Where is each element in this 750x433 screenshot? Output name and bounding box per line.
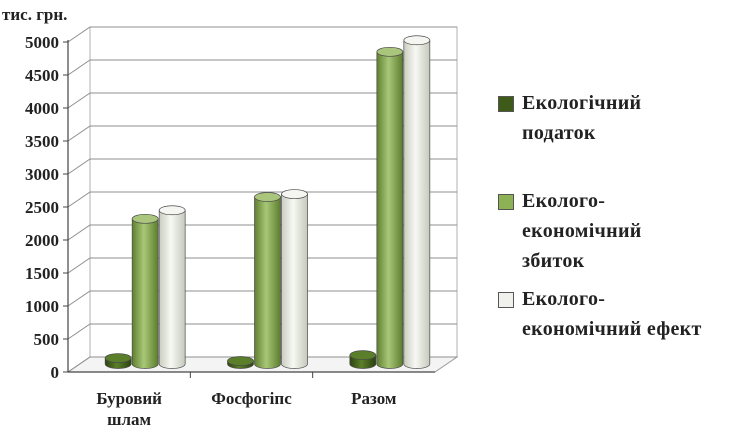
y-tick-label: 2500 <box>25 198 59 217</box>
bar-top <box>349 350 377 360</box>
y-tick-label: 5000 <box>25 33 59 52</box>
legend-swatch-eco-economic-effect <box>498 292 514 308</box>
y-tick-label: 0 <box>51 363 60 382</box>
gridline <box>67 224 457 241</box>
bar-body <box>376 51 404 369</box>
bar-body <box>158 209 186 369</box>
bar-1-1 <box>254 192 281 369</box>
gridline <box>67 92 457 109</box>
y-tick-label: 3000 <box>25 165 59 184</box>
bar-body <box>131 218 159 369</box>
y-tick-label: 1000 <box>25 297 59 316</box>
x-category-label: Фосфогіпс <box>211 389 292 408</box>
legend: Екологічний податок Еколого- економічний… <box>498 88 748 344</box>
gridline <box>67 59 457 76</box>
bar-1-2 <box>376 46 404 369</box>
bar-2-0 <box>158 205 186 369</box>
legend-item-eco-economic-effect: Еколого- економічний ефект <box>498 284 748 344</box>
bar-top <box>104 353 132 363</box>
y-unit-label: тис. грн. <box>2 5 67 24</box>
legend-item-eco-economic-damage: Еколого- економічний збиток <box>498 186 748 276</box>
legend-swatch-ecological-tax <box>498 96 514 112</box>
y-tick-label: 1500 <box>25 264 59 283</box>
y-tick-label: 2000 <box>25 231 59 250</box>
legend-swatch-eco-economic-damage <box>498 194 514 210</box>
bar-0-2 <box>349 350 377 369</box>
legend-item-ecological-tax: Екологічний податок <box>498 88 748 148</box>
gridline <box>67 125 457 142</box>
gridline <box>67 158 457 175</box>
x-category-label: Буровий шлам <box>96 389 162 429</box>
bar-body <box>254 196 281 369</box>
bar-top <box>403 35 431 46</box>
legend-label-eco-economic-effect: Еколого- економічний ефект <box>522 288 702 340</box>
x-category-label: Разом <box>351 389 397 408</box>
y-tick-label: 4500 <box>25 66 59 85</box>
gridline <box>67 191 457 208</box>
bar-body <box>403 39 431 369</box>
bar-top <box>281 189 308 199</box>
gridline <box>67 26 457 43</box>
bar-body <box>281 193 308 369</box>
bar-top <box>376 46 404 57</box>
y-tick-label: 3500 <box>25 132 59 151</box>
bar-top <box>158 205 186 216</box>
bar-top <box>131 213 159 224</box>
gridline <box>67 257 457 274</box>
y-tick-label: 500 <box>34 330 60 349</box>
bar-top <box>227 356 254 366</box>
bar-0-0 <box>104 353 132 369</box>
legend-label-eco-economic-damage: Еколого- економічний збиток <box>522 190 642 272</box>
y-tick-label: 4000 <box>25 99 59 118</box>
bar-top <box>254 192 281 202</box>
bar-2-1 <box>281 189 308 369</box>
gridline <box>67 290 457 307</box>
bar-2-2 <box>403 35 431 369</box>
legend-label-ecological-tax: Екологічний податок <box>522 92 642 144</box>
bar-1-0 <box>131 213 159 369</box>
gridline <box>67 323 457 340</box>
bar-0-1 <box>227 356 254 369</box>
gridline <box>67 356 457 373</box>
